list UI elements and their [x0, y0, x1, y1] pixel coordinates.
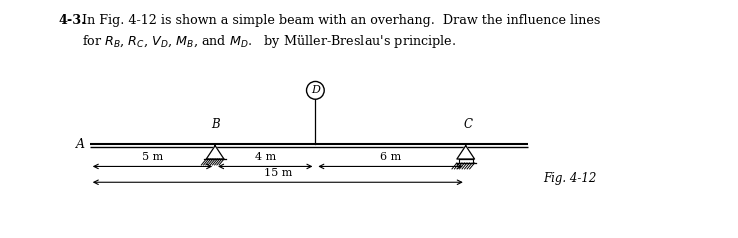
- Text: C: C: [463, 118, 472, 131]
- Text: 4-3.: 4-3.: [58, 14, 86, 27]
- Text: 4 m: 4 m: [255, 153, 276, 163]
- Text: Fig. 4-12: Fig. 4-12: [543, 172, 596, 185]
- Text: for $R_B$, $R_C$, $V_D$, $M_B$, and $M_D$.   by Müller-Breslau's principle.: for $R_B$, $R_C$, $V_D$, $M_B$, and $M_D…: [82, 33, 456, 50]
- Circle shape: [306, 81, 324, 99]
- Text: 5 m: 5 m: [142, 153, 163, 163]
- Polygon shape: [457, 146, 475, 159]
- Text: 6 m: 6 m: [380, 153, 401, 163]
- Text: 15 m: 15 m: [263, 168, 292, 178]
- Text: D: D: [311, 85, 320, 95]
- Text: B: B: [211, 118, 219, 131]
- Text: A: A: [76, 138, 85, 151]
- Polygon shape: [207, 146, 224, 159]
- Text: In Fig. 4-12 is shown a simple beam with an overhang.  Draw the influence lines: In Fig. 4-12 is shown a simple beam with…: [82, 14, 600, 27]
